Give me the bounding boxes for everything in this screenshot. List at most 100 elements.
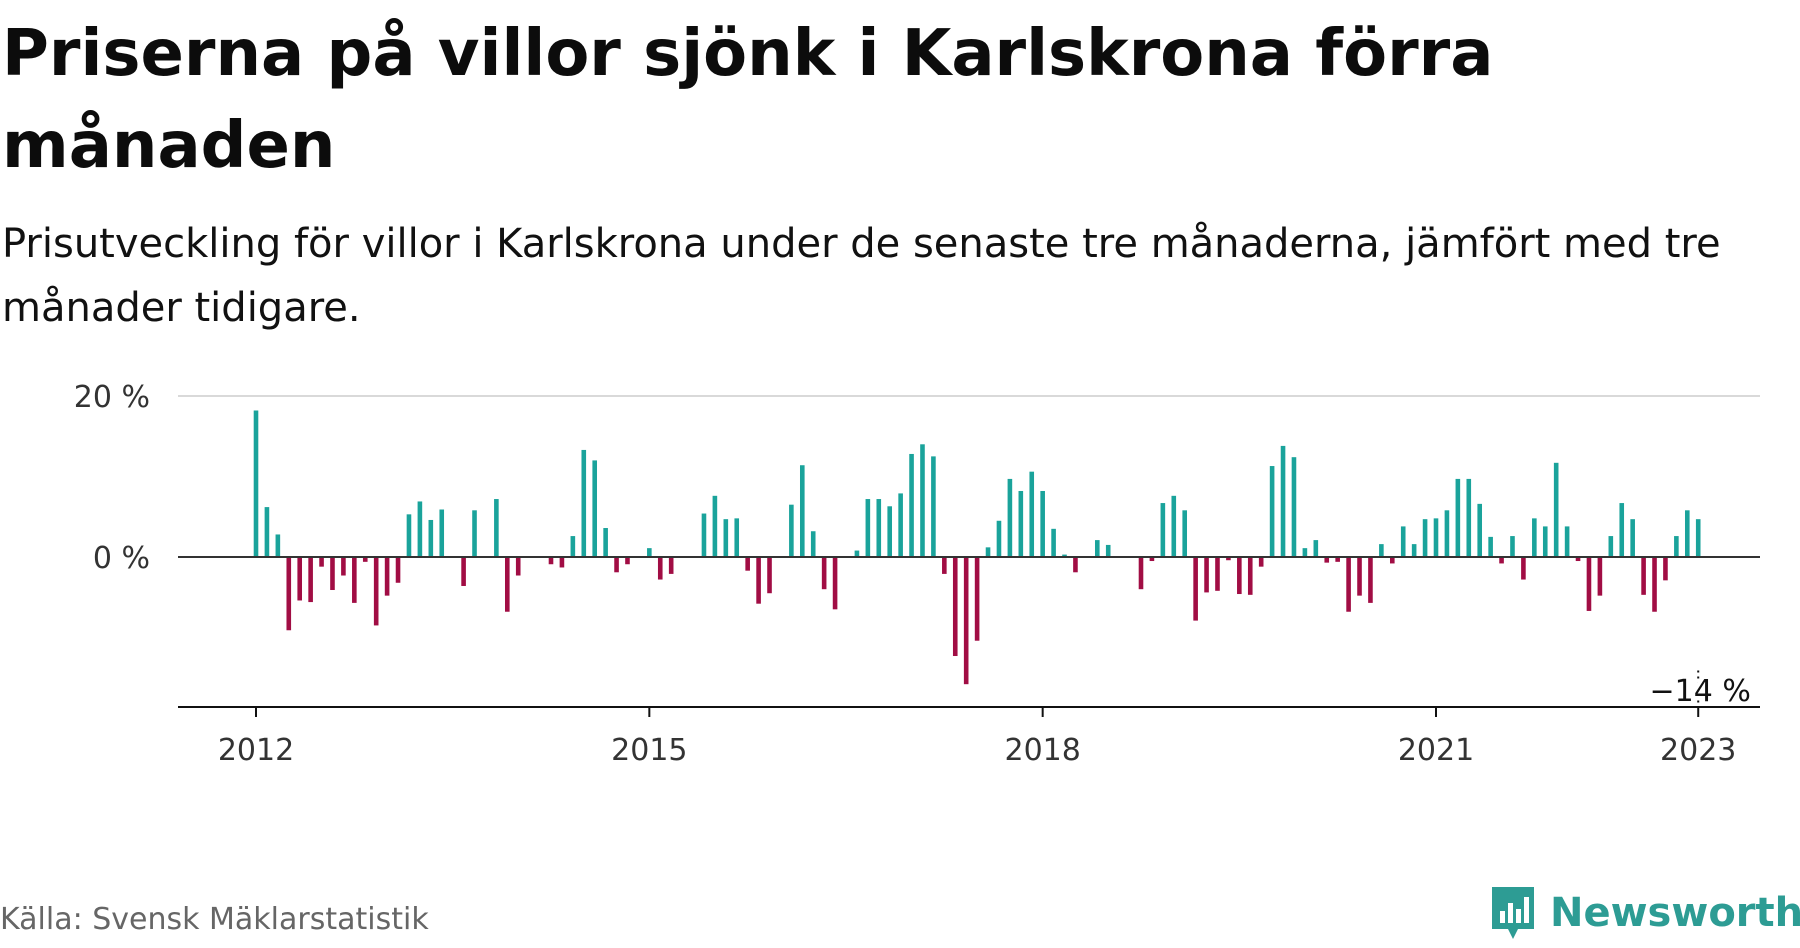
bar-2012-01 [253,410,259,557]
bar-2020-10 [1400,526,1406,557]
bar-2020-02 [1313,540,1319,557]
brand-name: Newsworthy [1550,890,1800,936]
bar-2022-09 [1652,557,1657,612]
bar-2021-01 [1433,518,1439,557]
bar-2013-06 [439,509,445,557]
bar-2017-10 [1007,478,1013,557]
bar-2017-02 [920,444,925,557]
bar-2013-09 [472,510,477,557]
bar-2018-07 [1105,544,1111,557]
bar-2022-06 [1619,503,1625,557]
bar-2014-09 [603,528,608,557]
bar-2014-11 [625,557,630,565]
bar-2019-12 [1291,457,1297,557]
bar-2020-12 [1422,519,1428,557]
bar-2020-11 [1411,544,1417,557]
bar-2015-11 [756,557,761,604]
bar-2014-04 [548,557,554,565]
bar-2019-06 [1226,557,1231,561]
bar-2021-04 [1466,478,1472,557]
chart-title: Priserna på villor sjönk i Karlskrona fö… [2,17,1494,183]
bar-2019-01 [1171,495,1177,557]
bar-2021-12 [1553,462,1559,557]
bar-2012-09 [341,557,346,576]
bar-2019-11 [1280,445,1286,557]
bar-2012-07 [319,557,324,567]
bar-2017-07 [974,557,980,641]
bar-2013-04 [417,501,423,557]
bar-2016-02 [789,504,794,557]
bar-2019-10 [1269,466,1275,557]
bar-2020-04 [1335,557,1340,562]
annotation: −14 %−14 % [1646,670,1755,713]
bar-2012-04 [286,557,292,631]
brand-logo[interactable]: Newsworthy [1488,880,1800,946]
bar-2017-11 [1018,490,1024,557]
x-axis-ticks: 2012 2015 2018 2021 2023 [218,707,1736,768]
bar-2019-03 [1193,557,1198,621]
bar-2021-08 [1510,536,1515,557]
bar-2012-11 [362,557,368,562]
bar-2017-08 [985,547,991,557]
x-tick-label: 2012 [218,733,294,768]
bar-2020-09 [1389,557,1395,564]
bar-2015-01 [647,548,652,557]
bar-2014-06 [570,536,576,557]
bar-2015-06 [701,513,707,557]
bar-2020-08 [1379,544,1384,557]
bar-2018-01 [1040,490,1045,557]
bar-2022-03 [1586,557,1592,611]
y-tick-label: 20 % [74,380,150,415]
bar-2018-02 [1051,528,1056,557]
bar-2015-12 [767,557,772,594]
y-tick-label: 0 % [93,541,150,576]
chart-subtitle: Prisutveckling för villor i Karlskrona u… [2,221,1721,331]
bar-2020-07 [1368,557,1373,603]
bar-2018-04 [1073,557,1078,573]
bar-2021-10 [1532,518,1537,557]
bar-2016-03 [799,465,805,557]
bar-2012-08 [330,557,335,591]
bar-2015-09 [734,518,740,557]
bar-2021-02 [1444,510,1450,557]
bar-2019-09 [1258,557,1264,567]
bar-2022-07 [1630,519,1635,557]
bar-2014-10 [614,557,619,573]
bar-2019-02 [1182,510,1188,557]
bar-2021-09 [1521,557,1526,580]
x-tick-label: 2023 [1660,733,1736,768]
bar-2014-05 [559,557,565,568]
bar-2013-03 [406,514,412,557]
bar-2013-11 [494,499,499,557]
bar-2018-12 [1160,503,1166,557]
bar-2022-02 [1575,557,1581,562]
bar-2016-10 [876,499,882,557]
bar-chart: 0 % 20 % 2012 2015 2018 2021 2023 −14 %−14 % [74,380,1760,768]
bar-2013-05 [428,519,434,557]
bar-2017-03 [931,456,936,557]
bar-2020-05 [1346,557,1351,612]
bar-2012-05 [297,557,303,601]
bar-2012-12 [373,557,379,626]
bar-2022-08 [1641,557,1646,595]
bar-2014-08 [592,460,598,557]
bar-2017-06 [963,557,969,685]
bar-2015-02 [657,557,663,580]
bar-2016-11 [887,506,893,557]
bar-2013-08 [461,557,466,586]
bar-2021-06 [1488,536,1493,557]
bar-2016-05 [821,557,827,590]
bar-2020-01 [1302,548,1308,557]
bar-2013-02 [395,557,401,583]
bar-2016-06 [832,557,838,610]
annotation-label-halo: −14 % [1650,674,1751,709]
y-axis-tick-labels: 0 % 20 % [74,380,150,576]
bar-2016-04 [810,531,816,557]
bar-2019-05 [1215,557,1220,591]
x-tick-label: 2018 [1004,733,1080,768]
bar-2016-08 [854,550,860,557]
bar-2012-03 [275,534,281,557]
bar-2017-04 [942,557,947,574]
bar-2015-07 [712,495,718,557]
bar-2014-07 [581,449,587,557]
